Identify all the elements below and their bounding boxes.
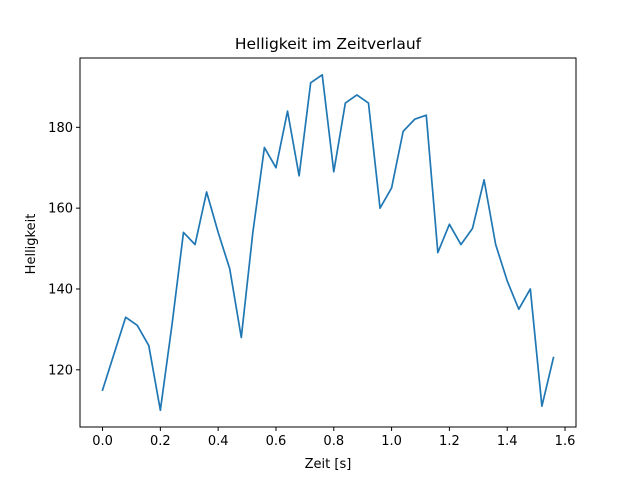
data-point xyxy=(378,206,382,210)
data-point xyxy=(309,81,313,85)
plot-frame xyxy=(79,57,577,428)
data-point xyxy=(239,335,243,339)
data-point xyxy=(494,243,498,247)
series-layer xyxy=(101,73,555,412)
y-tick-label: 120 xyxy=(48,363,73,378)
data-point xyxy=(147,344,151,348)
x-tick-label: 0.6 xyxy=(266,434,287,449)
data-point xyxy=(135,323,139,327)
data-point xyxy=(262,146,266,150)
data-point xyxy=(424,113,428,117)
data-point xyxy=(205,190,209,194)
data-point xyxy=(366,101,370,105)
x-tick-label: 0.0 xyxy=(92,434,113,449)
data-point xyxy=(286,109,290,113)
x-tick-label: 1.6 xyxy=(555,434,576,449)
data-point xyxy=(482,178,486,182)
data-point xyxy=(297,174,301,178)
data-point xyxy=(181,230,185,234)
data-point xyxy=(447,222,451,226)
y-tick-label: 160 xyxy=(48,202,73,217)
data-point xyxy=(551,356,555,360)
data-point xyxy=(517,307,521,311)
y-axis-label: Helligkeit xyxy=(24,214,39,275)
chart-title: Helligkeit im Zeitverlauf xyxy=(235,35,422,53)
data-point xyxy=(193,243,197,247)
data-point xyxy=(274,166,278,170)
data-point xyxy=(355,93,359,97)
data-point xyxy=(528,287,532,291)
data-point xyxy=(459,243,463,247)
data-point xyxy=(436,251,440,255)
x-tick-label: 1.4 xyxy=(497,434,518,449)
data-point xyxy=(332,170,336,174)
data-point xyxy=(540,404,544,408)
data-point xyxy=(401,129,405,133)
data-point xyxy=(413,117,417,121)
data-point xyxy=(505,279,509,283)
y-tick-label: 180 xyxy=(48,121,73,136)
data-point xyxy=(216,230,220,234)
x-tick-label: 1.0 xyxy=(381,434,402,449)
x-tick-label: 0.8 xyxy=(323,434,344,449)
data-point xyxy=(251,230,255,234)
data-point xyxy=(390,186,394,190)
y-tick-label: 140 xyxy=(48,282,73,297)
data-point xyxy=(124,315,128,319)
data-point xyxy=(228,267,232,271)
x-axis-label: Zeit [s] xyxy=(305,457,352,472)
data-point xyxy=(112,352,116,356)
data-point xyxy=(101,388,105,392)
x-tick-label: 0.4 xyxy=(208,434,229,449)
data-point xyxy=(471,226,475,230)
data-point xyxy=(320,73,324,77)
x-tick-label: 1.2 xyxy=(439,434,460,449)
data-point xyxy=(158,408,162,412)
data-point xyxy=(343,101,347,105)
data-point xyxy=(170,323,174,327)
x-tick-label: 0.2 xyxy=(150,434,171,449)
axis-ticks: 0.0 0.2 0.4 0.6 0.8 1.0 1.2 1.4 1.6 120 140 160 180 xyxy=(48,121,575,449)
series-line-0 xyxy=(101,73,555,412)
